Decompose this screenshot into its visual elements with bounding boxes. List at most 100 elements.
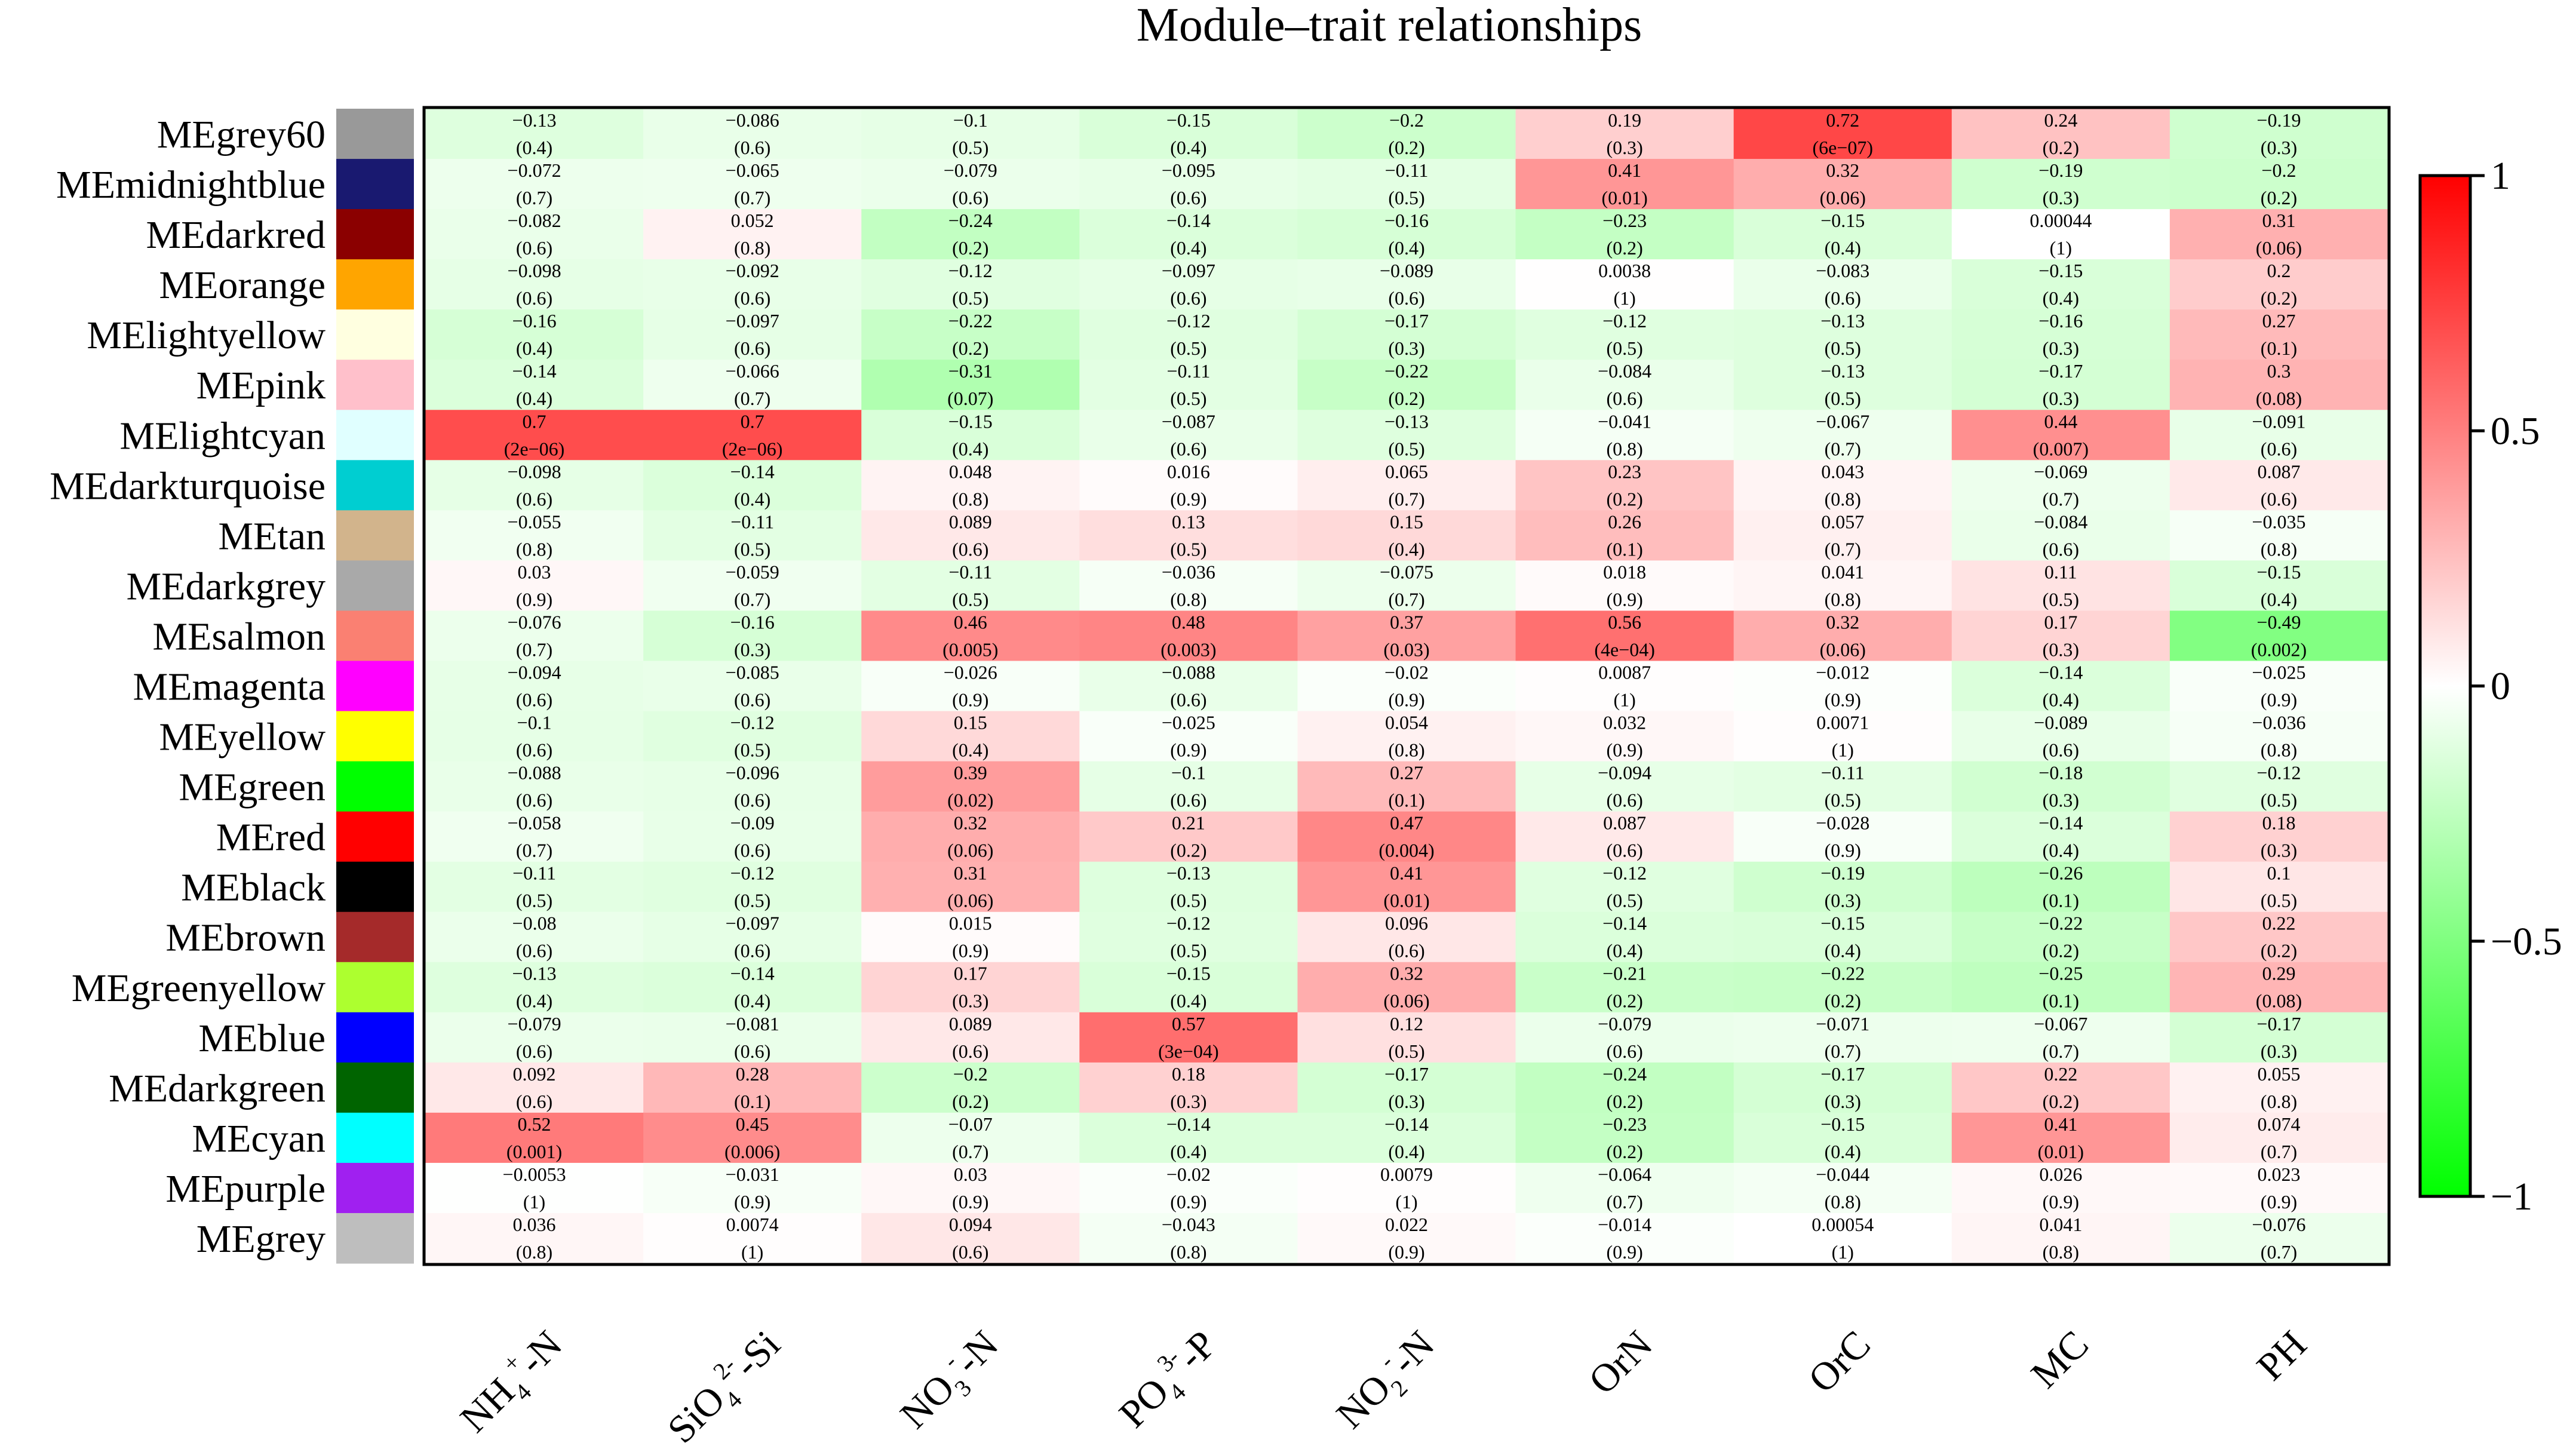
heatmap-cell xyxy=(1079,309,1298,360)
heatmap-cell xyxy=(1297,711,1516,762)
module-swatch-MEgrey xyxy=(336,1212,414,1264)
module-label: MEblue xyxy=(198,1017,326,1060)
correlation-label: −0.15 xyxy=(1820,1113,1865,1135)
p-value-label: (0.5) xyxy=(1606,890,1642,911)
correlation-label: −0.22 xyxy=(2038,913,2083,934)
p-value-label: (0.8) xyxy=(1606,438,1642,459)
correlation-label: −0.079 xyxy=(1598,1013,1651,1035)
heatmap-cell xyxy=(1733,761,1952,812)
heatmap-cell xyxy=(2169,811,2388,862)
p-value-label: (0.08) xyxy=(2256,990,2302,1012)
module-label: MEcyan xyxy=(192,1117,326,1161)
p-value-label: (0.9) xyxy=(1170,488,1206,509)
heatmap-cell xyxy=(1515,811,1734,862)
heatmap-cell xyxy=(1079,410,1298,461)
heatmap-cell xyxy=(643,109,862,159)
heatmap-cell xyxy=(425,159,644,210)
correlation-label: −0.12 xyxy=(1602,310,1647,331)
module-swatch-MEcyan xyxy=(336,1112,414,1164)
p-value-label: (0.9) xyxy=(1606,739,1642,761)
heatmap-cell xyxy=(1733,159,1952,210)
correlation-label: 0.13 xyxy=(1172,511,1205,532)
p-value-label: (0.5) xyxy=(1825,790,1861,811)
heatmap-cell xyxy=(1297,911,1516,963)
module-label: MEtan xyxy=(218,514,326,558)
heatmap-cell xyxy=(2169,861,2388,913)
correlation-label: 0.41 xyxy=(1390,862,1423,884)
correlation-label: 0.03 xyxy=(954,1164,987,1185)
heatmap-cell xyxy=(2169,1012,2388,1063)
chart-title: Module‒trait relationships xyxy=(1137,0,1642,51)
heatmap-cell xyxy=(1297,661,1516,712)
heatmap-cell xyxy=(643,911,862,963)
p-value-label: (0.6) xyxy=(734,287,770,309)
heatmap-cell xyxy=(861,209,1080,260)
heatmap-cell xyxy=(1951,159,2170,210)
correlation-label: −0.13 xyxy=(512,963,557,984)
heatmap-cell xyxy=(861,1162,1080,1214)
correlation-label: −0.17 xyxy=(2256,1013,2301,1035)
p-value-label: (0.005) xyxy=(942,639,998,660)
correlation-label: 0.074 xyxy=(2257,1113,2300,1135)
heatmap-cell xyxy=(1079,1162,1298,1214)
correlation-label: −0.0053 xyxy=(503,1164,566,1185)
correlation-label: 0.18 xyxy=(1172,1063,1205,1085)
correlation-label: 0.27 xyxy=(1390,762,1423,784)
p-value-label: (0.6) xyxy=(1606,1040,1642,1062)
p-value-label: (0.2) xyxy=(2043,1091,2079,1112)
trait-label-part: OrN xyxy=(1580,1322,1661,1403)
heatmap-cell xyxy=(1079,259,1298,310)
heatmap-cell xyxy=(1951,109,2170,159)
p-value-label: (0.01) xyxy=(1601,187,1647,208)
correlation-label: −0.24 xyxy=(1602,1063,1647,1085)
module-label: MEgreen xyxy=(179,766,326,809)
heatmap-cell xyxy=(1515,1112,1734,1164)
heatmap-cell xyxy=(861,610,1080,662)
p-value-label: (0.1) xyxy=(2043,990,2079,1012)
p-value-label: (0.4) xyxy=(1170,137,1206,158)
heatmap-cell xyxy=(1297,610,1516,662)
p-value-label: (1) xyxy=(1832,739,1854,761)
heatmap-cell xyxy=(861,711,1080,762)
heatmap-cell xyxy=(1297,510,1516,561)
correlation-label: −0.043 xyxy=(1162,1214,1215,1235)
p-value-label: (0.4) xyxy=(952,739,988,761)
heatmap-cell xyxy=(1297,560,1516,612)
correlation-label: 0.094 xyxy=(949,1214,992,1235)
p-value-label: (0.2) xyxy=(2043,137,2079,158)
p-value-label: (0.2) xyxy=(1825,990,1861,1012)
heatmap-cell xyxy=(1733,109,1952,159)
correlation-label: 0.28 xyxy=(736,1063,769,1085)
heatmap-cell xyxy=(1079,911,1298,963)
heatmap-cell xyxy=(1079,962,1298,1013)
heatmap-cell xyxy=(2169,159,2388,210)
p-value-label: (0.5) xyxy=(952,588,988,610)
heatmap-cell xyxy=(2169,259,2388,310)
p-value-label: (1) xyxy=(523,1191,545,1212)
correlation-label: 0.32 xyxy=(1826,159,1859,181)
heatmap-cell xyxy=(2169,761,2388,812)
correlation-label: −0.012 xyxy=(1816,661,1869,683)
heatmap-cell xyxy=(1733,259,1952,310)
p-value-label: (1) xyxy=(1613,287,1635,309)
p-value-label: (0.6) xyxy=(1388,287,1424,309)
correlation-label: −0.075 xyxy=(1380,561,1433,582)
p-value-label: (0.7) xyxy=(2043,1040,2079,1062)
p-value-label: (0.8) xyxy=(2261,739,2297,761)
p-value-label: (0.5) xyxy=(734,538,770,560)
heatmap-cell xyxy=(1951,1212,2170,1264)
heatmap-cell xyxy=(1515,610,1734,662)
correlation-label: 0.018 xyxy=(1603,561,1646,582)
trait-label-part: NO xyxy=(1328,1366,1399,1437)
p-value-label: (0.3) xyxy=(1170,1091,1206,1112)
correlation-label: −0.49 xyxy=(2256,611,2301,633)
heatmap-cell xyxy=(1079,761,1298,812)
correlation-label: −0.026 xyxy=(944,661,997,683)
correlation-label: 0.15 xyxy=(1390,511,1423,532)
heatmap-cell xyxy=(2169,1212,2388,1264)
trait-label-part: PH xyxy=(2249,1322,2315,1389)
p-value-label: (0.3) xyxy=(2261,1040,2297,1062)
p-value-label: (0.06) xyxy=(2256,237,2302,259)
p-value-label: (0.5) xyxy=(1388,187,1424,208)
correlation-label: 0.41 xyxy=(2044,1113,2077,1135)
